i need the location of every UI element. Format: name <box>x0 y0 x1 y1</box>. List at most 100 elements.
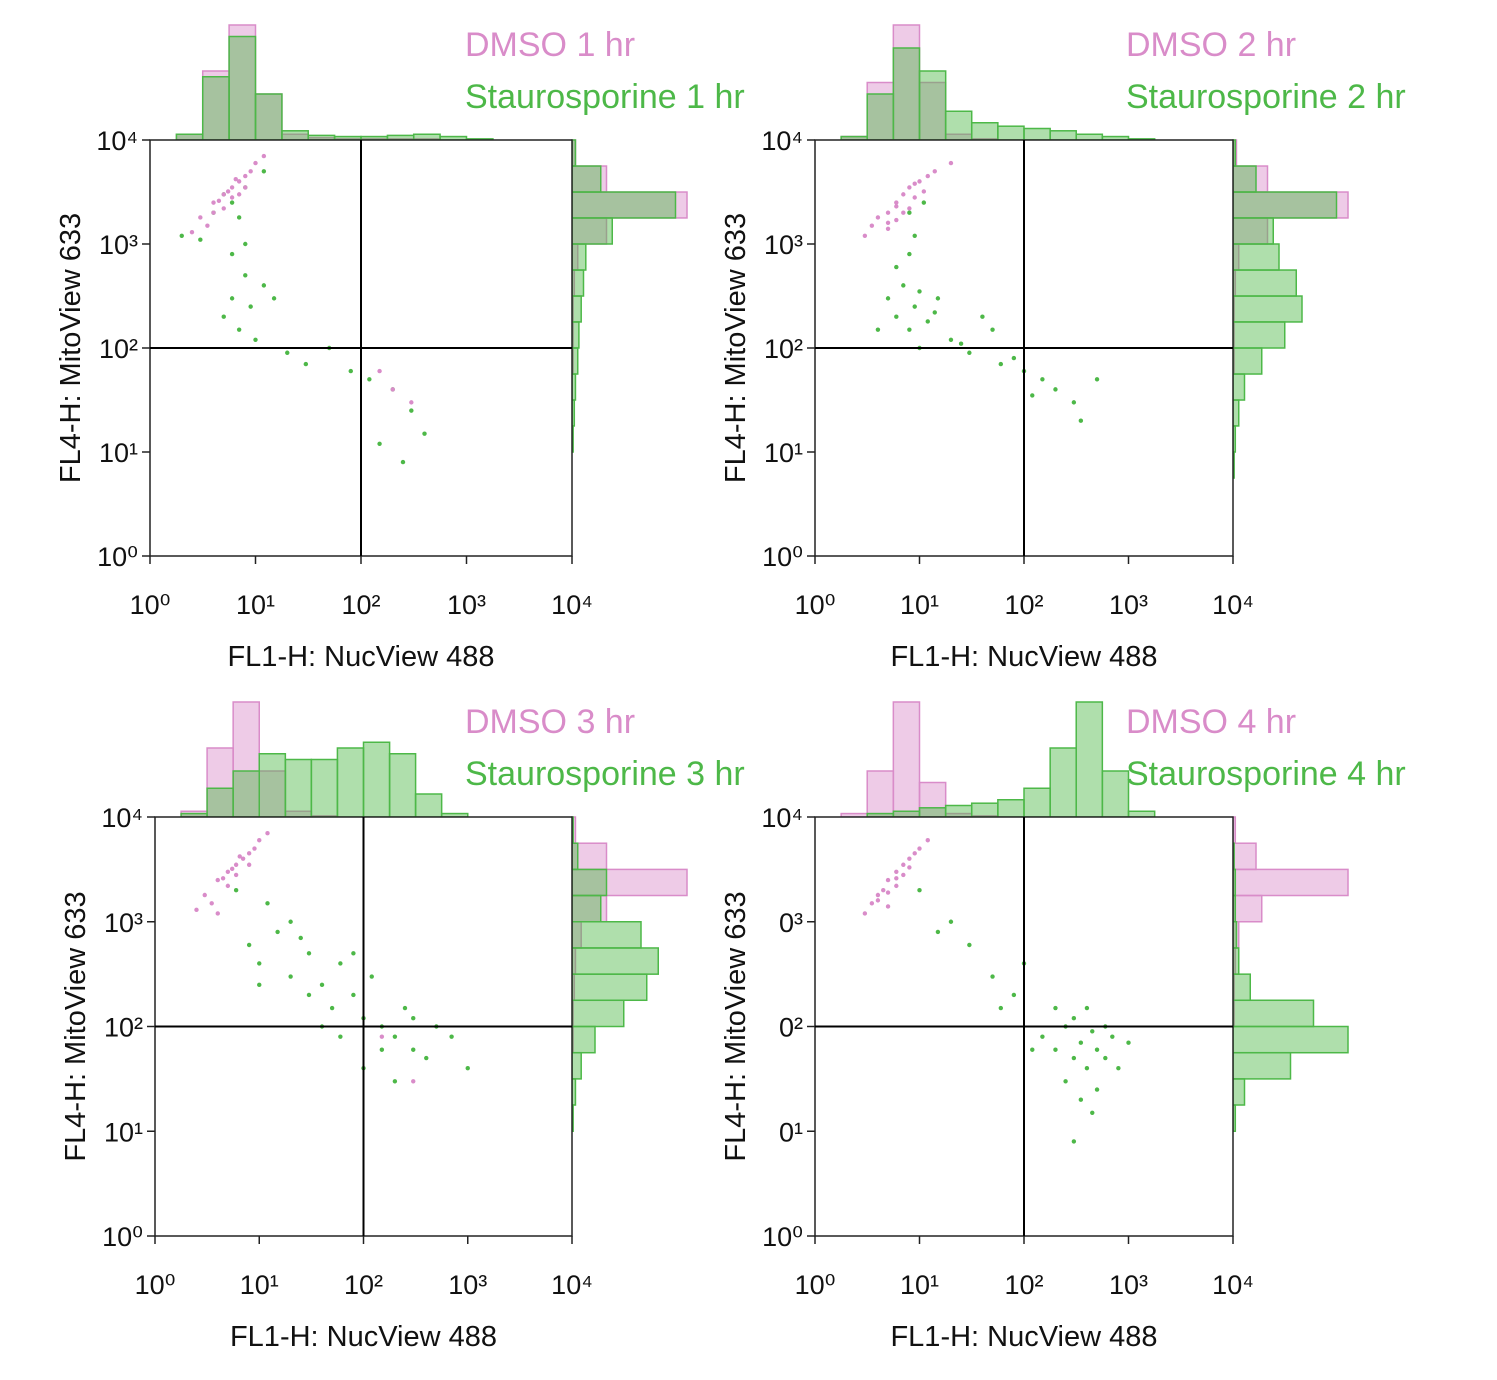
data-point <box>925 838 930 843</box>
data-point <box>912 304 917 309</box>
data-point <box>379 1034 385 1039</box>
data-point <box>221 192 226 197</box>
top-histogram-bar <box>284 758 313 818</box>
data-point <box>1071 1055 1077 1061</box>
y-tick-label: 10⁰ <box>97 542 138 572</box>
top-histogram-bar <box>918 781 947 818</box>
data-point <box>901 872 906 878</box>
data-point <box>211 210 216 215</box>
y-tick-label: 10⁴ <box>761 126 803 156</box>
top-histogram-bar <box>1101 770 1130 818</box>
data-point <box>338 1034 343 1039</box>
data-point <box>894 200 899 205</box>
legend-entry: DMSO 1 hr <box>465 26 635 64</box>
data-point <box>194 907 199 913</box>
data-point <box>885 877 891 883</box>
data-point <box>261 283 267 288</box>
legend-entry: Staurosporine 2 hr <box>1126 78 1406 116</box>
panel: 10⁰ 10¹ 10² 10³ 10⁴ 10⁰ 10¹ 10² 10³ 10⁴ FL1-H: Nuc… <box>720 24 1406 673</box>
data-point <box>243 273 248 278</box>
right-histogram-bar <box>571 217 613 245</box>
y-tick-label: 10¹ <box>99 438 138 468</box>
data-point <box>1011 355 1017 361</box>
top-histogram-bar <box>970 802 999 818</box>
data-point <box>237 854 242 859</box>
data-point <box>912 851 917 856</box>
data-point <box>917 179 922 184</box>
right-histogram-bar <box>1232 269 1297 297</box>
right-histogram-bar <box>571 347 579 375</box>
data-point <box>411 1079 416 1084</box>
data-point <box>1040 1034 1045 1039</box>
data-point <box>917 888 922 893</box>
data-point <box>392 1034 398 1039</box>
top-histogram-bar <box>1075 133 1104 141</box>
top-histogram-bar <box>918 807 947 818</box>
y-axis-label: FL4-H: MitoView 633 <box>60 891 92 1161</box>
right-histogram-bar <box>1232 347 1263 375</box>
data-point <box>229 185 235 190</box>
data-point <box>998 361 1004 367</box>
right-histogram-bar <box>1232 999 1315 1028</box>
right-histogram-bar <box>1232 1051 1292 1080</box>
top-histogram-bar <box>892 24 921 141</box>
top-histogram-bar <box>228 35 257 141</box>
data-point <box>907 210 912 215</box>
right-histogram-bar <box>571 321 580 349</box>
data-point <box>246 851 252 856</box>
data-point <box>243 185 248 190</box>
data-point <box>205 223 210 228</box>
data-point <box>306 992 312 998</box>
data-point <box>917 289 922 294</box>
panel: 10⁰ 10¹ 10² 10³ 10⁴ 10⁰ 10¹ 10² 10³ 10⁴ FL1-H: Nuc… <box>60 701 745 1353</box>
x-tick-label: 10¹ <box>900 590 939 620</box>
right-histogram-bar <box>571 269 585 297</box>
data-point <box>252 846 257 851</box>
data-point <box>1110 1034 1115 1039</box>
right-histogram-bar <box>571 295 582 323</box>
data-point <box>189 229 195 235</box>
data-point <box>1078 1040 1084 1045</box>
data-point <box>925 319 930 324</box>
data-point <box>901 210 906 215</box>
data-point <box>351 992 356 998</box>
right-histogram-bar <box>571 868 608 897</box>
data-point <box>229 251 235 257</box>
data-point <box>216 198 222 204</box>
data-point <box>379 1047 385 1052</box>
data-point <box>932 169 937 174</box>
x-tick-label: 10⁰ <box>135 1270 176 1300</box>
x-tick-label: 10³ <box>447 590 486 620</box>
x-tick-label: 10¹ <box>900 1270 939 1300</box>
right-histogram-bar <box>1232 842 1257 871</box>
x-tick-label: 10⁴ <box>551 1270 593 1300</box>
data-point <box>894 314 899 319</box>
data-point <box>271 296 277 301</box>
data-point <box>221 206 226 211</box>
y-tick-label: 10³ <box>99 230 138 260</box>
data-point <box>209 901 214 906</box>
top-histogram-bar <box>388 753 417 818</box>
data-point <box>1090 1029 1095 1034</box>
top-histogram-bar <box>412 133 441 141</box>
data-point <box>243 241 248 247</box>
data-point <box>377 368 382 374</box>
y-tick-label: 0¹ <box>779 1117 803 1147</box>
data-point <box>233 872 239 878</box>
x-axis-label: FL1-H: NucView 488 <box>890 1321 1157 1353</box>
top-histogram-bar <box>201 76 230 141</box>
right-histogram-bar <box>571 947 659 975</box>
data-point <box>1030 1047 1035 1052</box>
data-point <box>202 892 207 898</box>
data-point <box>411 1047 416 1052</box>
right-histogram-bar <box>1232 243 1280 271</box>
legend-entry: DMSO 4 hr <box>1126 703 1296 741</box>
y-tick-label: 10² <box>99 334 138 364</box>
data-point <box>229 195 235 200</box>
right-histogram-bar <box>1232 947 1240 975</box>
right-histogram-bar <box>1232 321 1286 349</box>
top-histogram-bar <box>281 130 309 141</box>
data-point <box>236 327 242 332</box>
x-tick-label: 10⁴ <box>551 590 593 620</box>
data-point <box>1094 1087 1100 1092</box>
